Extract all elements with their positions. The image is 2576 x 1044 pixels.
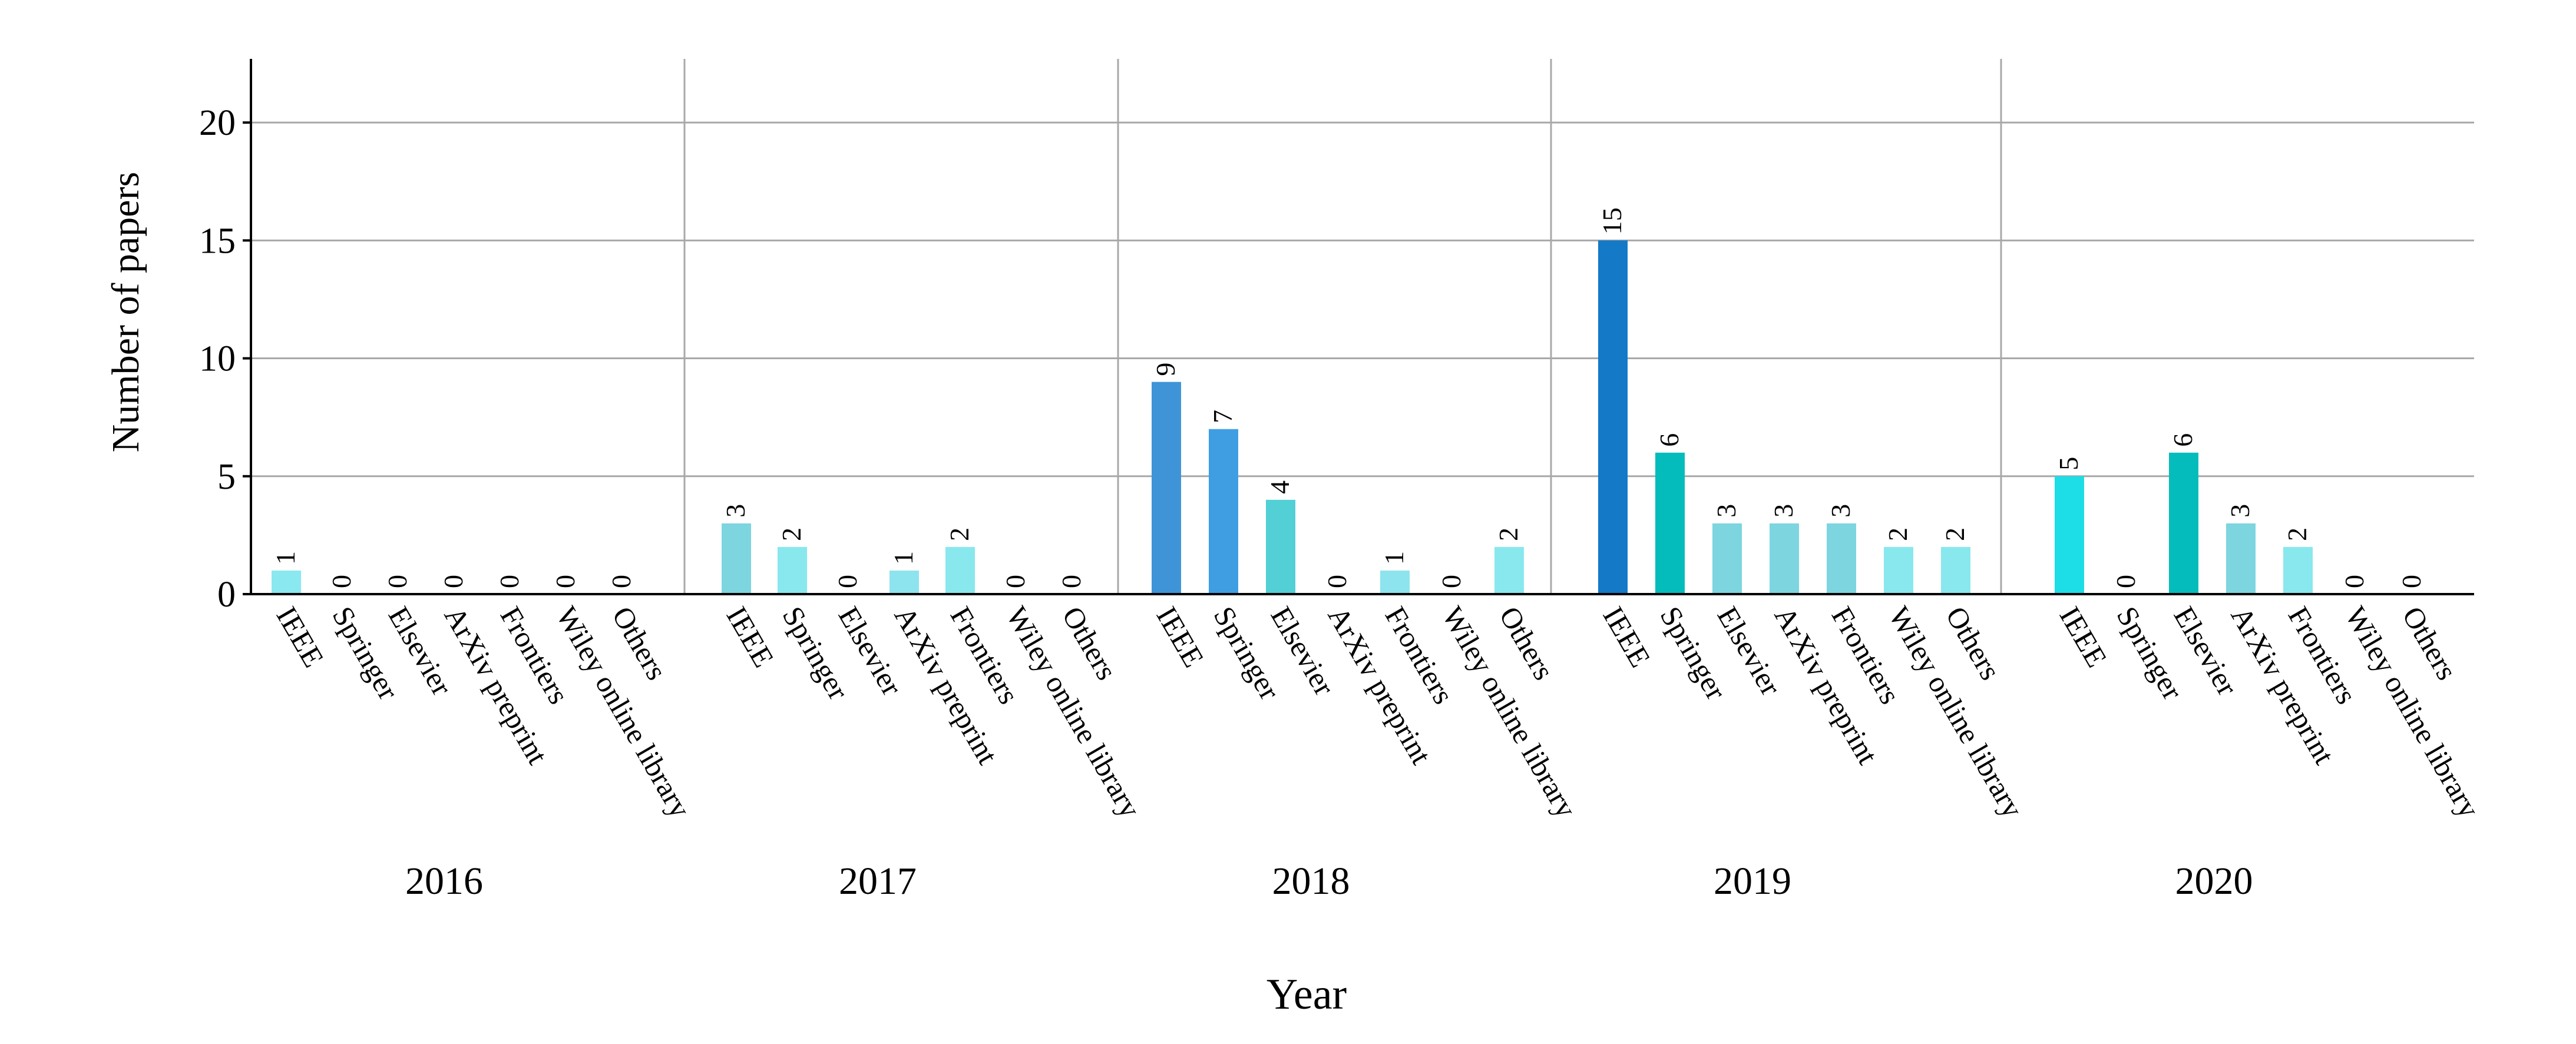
year-label: 2018 [1272,860,1350,903]
bar-value-label: 3 [1826,504,1856,518]
bar [1494,546,1524,594]
bar-value-label: 2 [2282,528,2312,541]
bar-value-label: 0 [1000,575,1030,588]
category-label: IEEE [2053,601,2114,673]
bar-value-label: 6 [1654,433,1684,447]
year-label: 2017 [839,860,917,903]
year-label: 2019 [1714,860,1791,903]
bar-value-label: 1 [888,551,918,565]
bar [1941,546,1970,594]
x-axis-title: Year [1266,970,1347,1019]
bar-value-label: 0 [1322,575,1352,588]
bar [889,570,919,594]
bar-value-label: 0 [2396,575,2426,588]
bar-value-label: 1 [270,551,300,565]
y-tick-label: 10 [199,339,236,379]
bar [945,546,975,594]
bar-value-label: 5 [2053,457,2084,470]
bar-value-label: 0 [1056,575,1086,588]
bars-layer [272,240,2313,594]
bar [272,570,301,594]
bar-value-label: 2 [1883,528,1913,541]
bar-value-label: 0 [1436,575,1466,588]
bar-value-label: 2 [776,528,806,541]
bar [1209,429,1238,594]
bar [1770,523,1799,594]
bar-value-label: 15 [1597,207,1627,234]
bar [1712,523,1742,594]
bar [1655,452,1685,594]
bar-value-label: 0 [832,575,862,588]
bar-value-label: 1 [1379,551,1409,565]
bar [1380,570,1410,594]
y-tick-label: 5 [217,457,236,497]
bar-value-label: 0 [494,575,524,588]
bar [1598,240,1628,594]
y-tick-label: 20 [199,103,236,143]
bar-value-label: 0 [382,575,412,588]
bar [1266,499,1295,594]
bar-value-label: 3 [2225,504,2255,518]
category-label: IEEE [1596,601,1657,673]
bar-value-label: 0 [326,575,356,588]
bar-value-label: 2 [1940,528,1970,541]
bar [2226,523,2256,594]
grid-layer [251,59,2474,594]
bar-value-label: 0 [550,575,580,588]
bar-value-label: 3 [1768,504,1798,518]
bar-value-label: 7 [1208,410,1238,423]
year-label: 2020 [2175,860,2253,903]
bar [1884,546,1913,594]
bar-value-label: 3 [1711,504,1741,518]
bar-value-label: 0 [606,575,636,588]
y-tick-label: 15 [199,221,236,261]
bar-value-label: 4 [1265,480,1295,494]
category-label: IEEE [1150,601,1211,673]
bar [778,546,807,594]
bar-value-label: 2 [944,528,974,541]
bar-value-label: 0 [438,575,468,588]
y-tick-label: 0 [217,575,236,615]
bar-value-label: 9 [1150,363,1180,376]
category-label: IEEE [720,601,781,673]
bar [2283,546,2313,594]
bar-value-label: 2 [1493,528,1523,541]
bar-value-label: 0 [2339,575,2369,588]
bar-value-label: 6 [2168,433,2198,447]
y-axis-title: Number of papers [104,172,147,453]
bar [2055,476,2084,594]
bar-value-label: 0 [2111,575,2141,588]
bar [1827,523,1856,594]
bar [722,523,751,594]
bar-value-label: 3 [720,504,750,518]
bar [1152,382,1181,594]
bar [2169,452,2198,594]
category-label: IEEE [270,601,330,673]
axes-layer [243,59,2474,595]
year-label: 2016 [405,860,483,903]
